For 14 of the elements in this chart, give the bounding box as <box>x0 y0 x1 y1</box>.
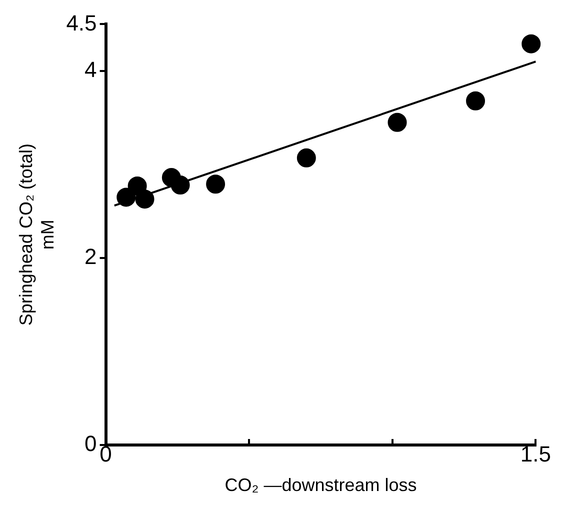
point <box>296 148 316 168</box>
y-tick-label: 4 <box>84 57 97 82</box>
point <box>388 112 407 132</box>
point <box>466 91 486 110</box>
y-tick-label: 2 <box>84 244 97 270</box>
point <box>170 176 190 195</box>
point <box>116 188 136 207</box>
point <box>135 190 154 209</box>
y-axis-title: Springhead CO₂ (total) mM <box>16 144 58 326</box>
x-tick-label: 1.5 <box>520 441 552 466</box>
point <box>206 174 226 194</box>
point <box>522 34 541 54</box>
x-axis-title: CO₂ —downstream loss <box>224 475 417 496</box>
y-tick-label: 4.5 <box>66 10 97 36</box>
